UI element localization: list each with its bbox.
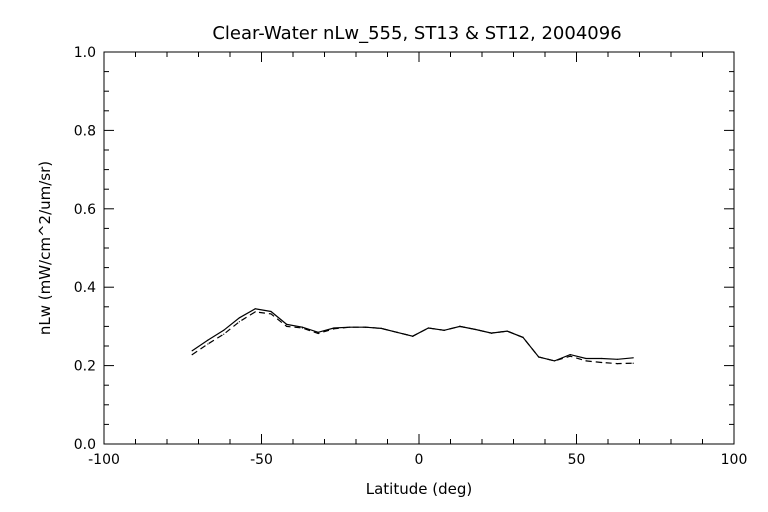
data-point — [317, 332, 319, 335]
tick-labels: -100 -50 0 50 100 0.0 0.2 0.4 0.6 0.8 1.0 — [74, 45, 748, 468]
y-tick-label: 0.0 — [74, 437, 96, 453]
data-point — [601, 361, 603, 364]
data-point — [569, 354, 571, 356]
data-point — [443, 329, 445, 331]
data-point — [207, 343, 209, 345]
data-point — [254, 311, 256, 313]
x-tick-label: 50 — [568, 452, 586, 468]
data-point — [270, 313, 272, 315]
data-point — [238, 317, 240, 319]
x-tick-label: -100 — [88, 452, 120, 468]
y-tick-label: 0.8 — [74, 123, 96, 139]
data-point — [412, 335, 414, 337]
data-point — [522, 336, 524, 338]
data-point — [506, 330, 508, 332]
x-axis-title: Latitude (deg) — [366, 480, 472, 498]
data-point — [490, 332, 492, 334]
data-point — [191, 350, 193, 352]
plot-frame — [103, 51, 735, 445]
data-point — [238, 321, 240, 323]
data-point — [616, 358, 619, 360]
data-point — [616, 363, 619, 365]
data-point — [459, 325, 461, 327]
data-point — [380, 327, 382, 329]
data-point — [427, 327, 429, 329]
data-point — [632, 362, 634, 364]
data-point — [270, 310, 272, 313]
data-point — [317, 331, 319, 333]
chart-title: Clear-Water nLw_555, ST13 & ST12, 200409… — [212, 23, 621, 44]
data-point — [286, 325, 288, 327]
x-tick-label: 100 — [721, 452, 748, 468]
data-point — [254, 308, 256, 310]
data-point — [585, 360, 587, 362]
data-point — [601, 357, 603, 360]
y-tick-label: 0.4 — [74, 280, 96, 296]
x-tick-label: -50 — [250, 452, 273, 468]
data-point — [223, 329, 225, 331]
data-point — [538, 356, 540, 358]
data-point — [569, 355, 571, 357]
y-axis-title: nLw (mW/cm^2/um/sr) — [36, 161, 54, 335]
data-point — [364, 326, 366, 328]
data-point — [223, 333, 225, 335]
series-line-solid — [191, 308, 634, 362]
data-point — [333, 328, 335, 330]
data-point — [632, 357, 634, 359]
data-point — [286, 323, 288, 325]
y-tick-label: 1.0 — [74, 45, 96, 61]
ticks — [103, 51, 735, 445]
data-point — [207, 339, 209, 341]
data-point — [301, 327, 303, 329]
x-tick-label: 0 — [415, 452, 424, 468]
y-tick-label: 0.2 — [74, 359, 96, 375]
series-group — [191, 308, 634, 365]
data-point — [191, 354, 193, 356]
data-point — [585, 357, 587, 360]
data-point — [553, 360, 556, 362]
data-point — [349, 326, 351, 328]
y-tick-label: 0.6 — [74, 202, 96, 218]
data-point — [396, 331, 398, 333]
data-point — [475, 328, 477, 331]
